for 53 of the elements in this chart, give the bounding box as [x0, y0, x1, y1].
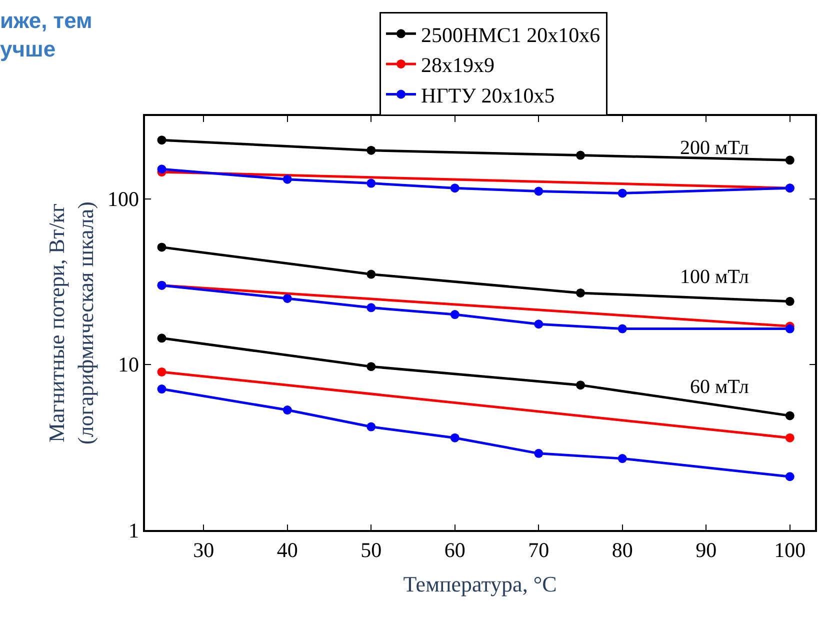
x-tick-label: 80 [612, 538, 633, 562]
point [157, 242, 166, 252]
point [785, 433, 794, 442]
point [785, 324, 794, 334]
chart-title: иже, тем учше [0, 8, 92, 62]
point [450, 310, 460, 320]
annotation: 60 мТл [690, 376, 749, 398]
point [534, 320, 544, 329]
x-tick-label: 50 [360, 538, 382, 562]
point [366, 178, 376, 188]
point [785, 472, 794, 482]
point [366, 146, 376, 155]
y-axis-title: Магнитные потери, Вт/кг (логарифмическая шкала) [44, 201, 98, 445]
point [576, 150, 585, 160]
x-axis-title: Температура, °C [403, 571, 557, 596]
point [450, 184, 460, 193]
point [785, 296, 794, 306]
point [576, 380, 585, 390]
x-tick-label: 40 [276, 538, 298, 562]
point [282, 406, 292, 415]
annotation: 200 мТл [680, 137, 749, 159]
point [618, 188, 627, 198]
x-tick-label: 100 [774, 538, 806, 562]
legend-label: 2500НМС1 20x10x6 [421, 22, 600, 47]
point [366, 422, 376, 432]
legend-label: 28x19x9 [421, 53, 494, 78]
point [157, 367, 166, 376]
legend-label: НГТУ 20x10x5 [421, 83, 555, 108]
point [157, 136, 166, 145]
point [282, 174, 292, 184]
y-tick-label: 100 [108, 187, 140, 212]
point [366, 270, 376, 279]
point [618, 324, 627, 334]
point [366, 362, 376, 372]
point [785, 411, 794, 420]
x-tick-label: 90 [696, 538, 717, 562]
annotation: 100 мТл [680, 266, 749, 288]
point [450, 433, 460, 442]
point [282, 294, 292, 303]
y-tick-label: 1 [128, 518, 140, 542]
x-tick-label: 30 [193, 538, 214, 562]
point [157, 334, 166, 343]
point [785, 156, 794, 165]
point [534, 186, 544, 196]
x-tick-label: 70 [528, 538, 550, 562]
point [157, 384, 166, 394]
point [366, 303, 376, 312]
point [157, 164, 166, 174]
point [576, 288, 585, 298]
point [618, 454, 627, 464]
point [534, 448, 544, 458]
x-tick-label: 60 [444, 538, 466, 562]
y-tick-label: 10 [118, 352, 140, 377]
